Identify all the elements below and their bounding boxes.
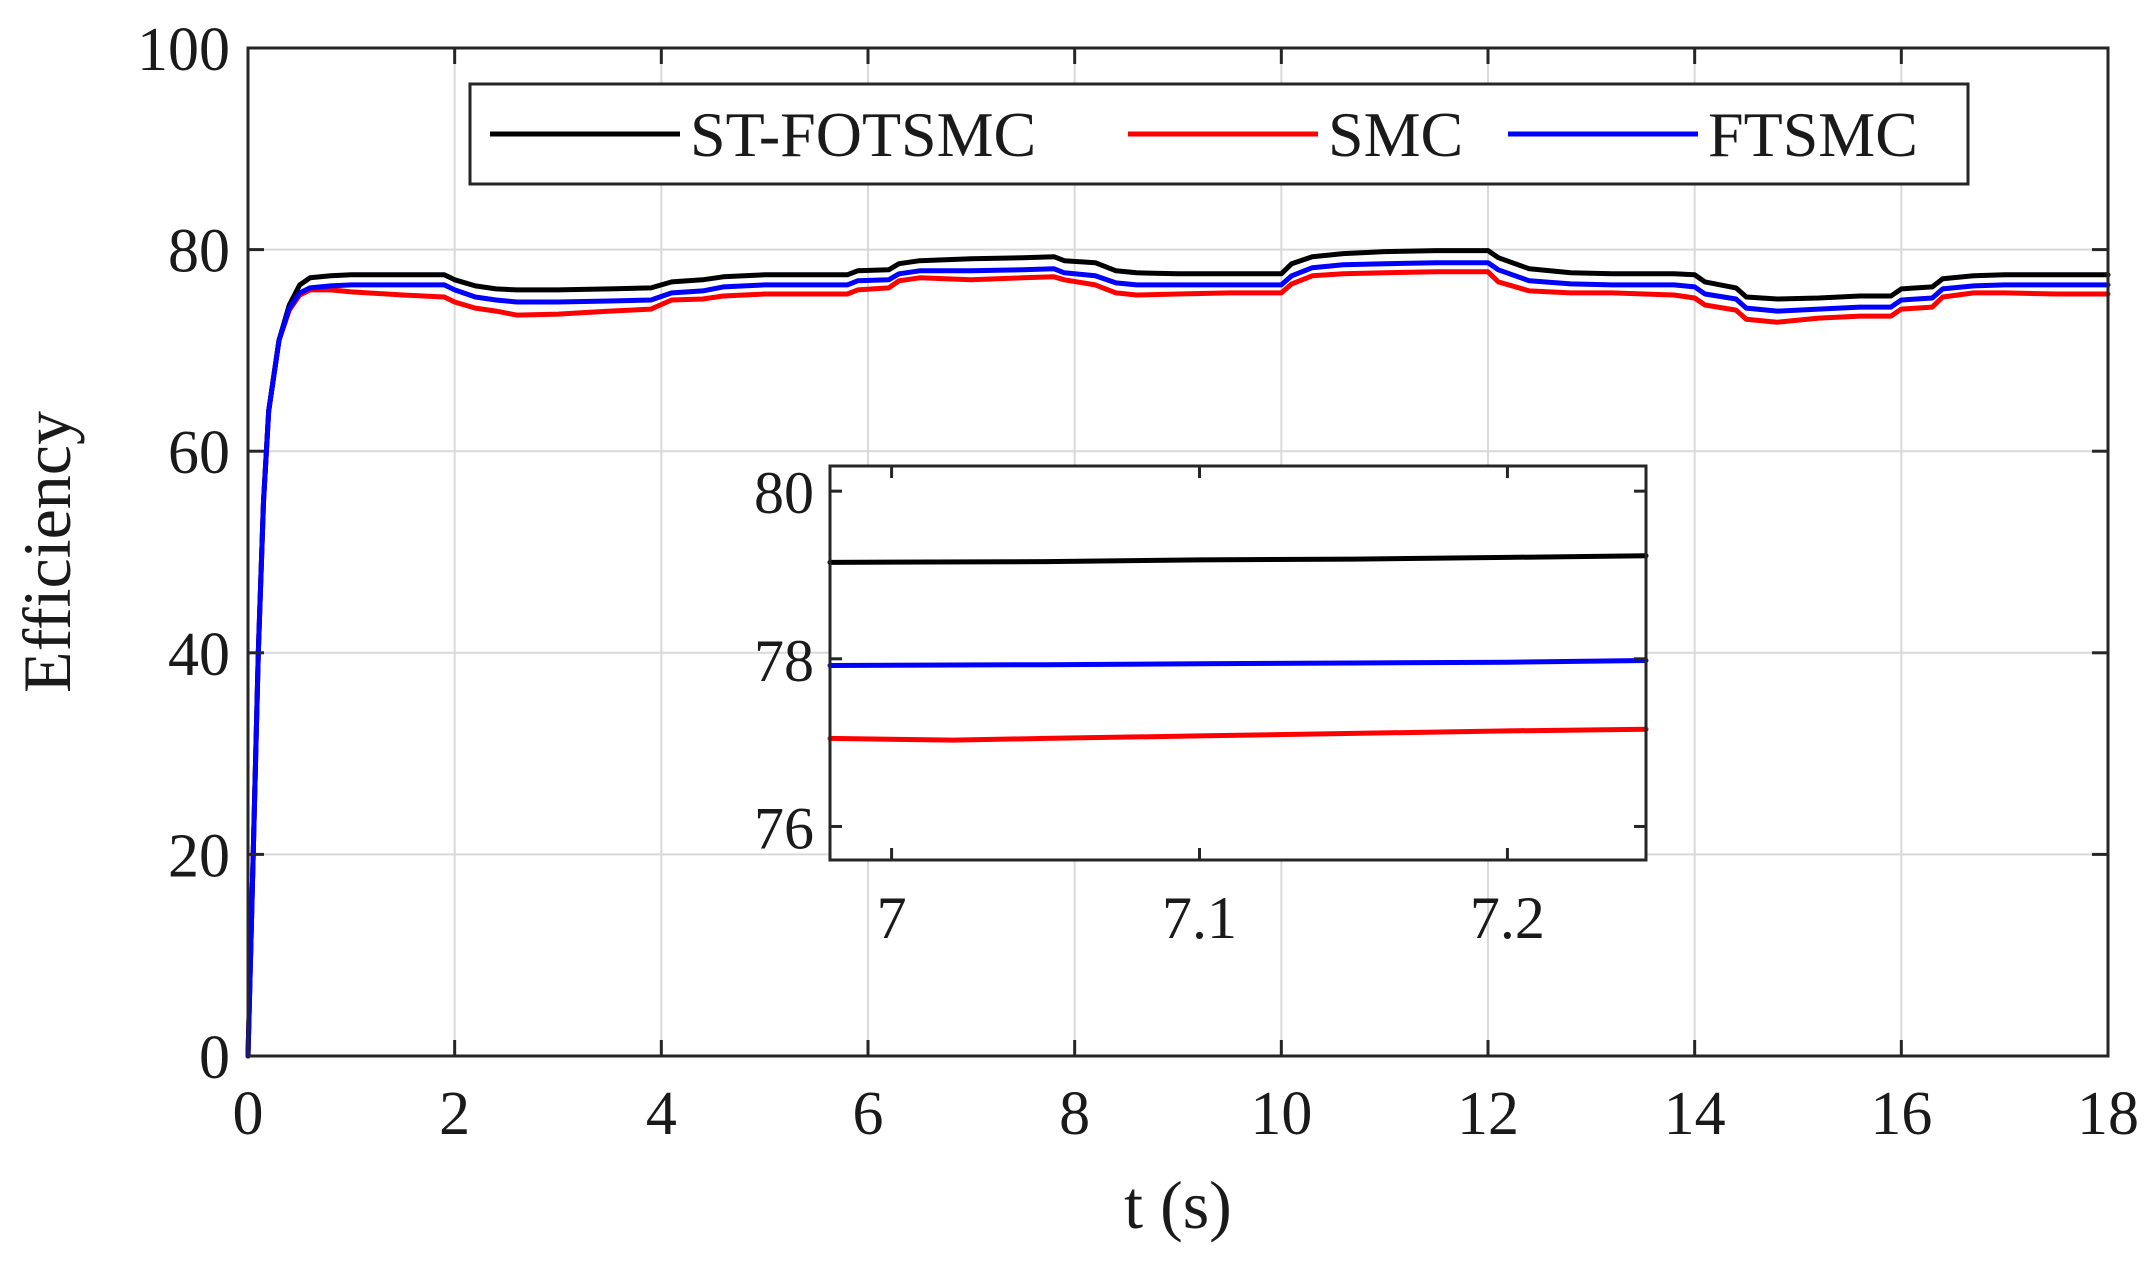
inset-tick-labels: 7 7.1 7.2 76 78 80	[754, 460, 1545, 951]
y-axis-label: Efficiency	[9, 411, 85, 693]
x-tick-label: 0	[233, 1080, 264, 1148]
inset-series-group	[827, 553, 1649, 743]
x-tick-label: 18	[2077, 1080, 2139, 1148]
x-axis-label: t (s)	[1124, 1167, 1232, 1243]
y-tick-label: 60	[168, 419, 230, 487]
zoom-inset: 7 7.1 7.2 76 78 80	[754, 460, 1649, 951]
legend: ST-FOTSMC SMC FTSMC	[468, 82, 1970, 186]
inset-x-tick-label: 7.2	[1470, 885, 1545, 951]
y-tick-label: 80	[168, 218, 230, 286]
x-tick-label: 2	[439, 1080, 470, 1148]
x-tick-label: 8	[1059, 1080, 1090, 1148]
inset-y-tick-label: 80	[754, 460, 814, 526]
series-line-st-fotsmc	[245, 248, 2111, 1059]
main-series-group	[245, 248, 2111, 1059]
y-tick-label: 100	[137, 16, 230, 84]
y-tick-label: 40	[168, 621, 230, 689]
inset-plot-frame	[828, 464, 1648, 862]
series-line-ftsmc	[245, 260, 2111, 1059]
inset-y-tick-label: 76	[754, 795, 814, 861]
inset-x-tick-label: 7	[877, 885, 907, 951]
main-plot-frame	[246, 46, 2110, 1058]
inset-series-line-st-fotsmc	[827, 553, 1649, 565]
series-line-smc	[245, 269, 2111, 1059]
legend-label-ftsmc: FTSMC	[1708, 99, 1918, 170]
x-tick-label: 4	[646, 1080, 677, 1148]
x-tick-label: 10	[1250, 1080, 1312, 1148]
x-tick-label: 6	[853, 1080, 884, 1148]
inset-x-tick-label: 7.1	[1162, 885, 1237, 951]
inset-ticks	[830, 466, 1646, 860]
y-tick-label: 0	[199, 1024, 230, 1092]
x-tick-label: 14	[1664, 1080, 1726, 1148]
y-tick-label: 20	[168, 822, 230, 890]
x-tick-label: 12	[1457, 1080, 1519, 1148]
legend-label-st-fotsmc: ST-FOTSMC	[690, 99, 1036, 170]
x-tick-label: 16	[1870, 1080, 1932, 1148]
main-ticks	[246, 46, 2110, 1058]
legend-box	[468, 82, 1970, 186]
main-tick-labels: 0 2 4 6 8 10 12 14 16 18 0 20 40 60 80 100	[137, 16, 2139, 1148]
legend-label-smc: SMC	[1328, 99, 1463, 170]
inset-series-line-ftsmc	[827, 658, 1649, 668]
inset-y-tick-label: 78	[754, 628, 814, 694]
inset-series-line-smc	[827, 726, 1649, 743]
